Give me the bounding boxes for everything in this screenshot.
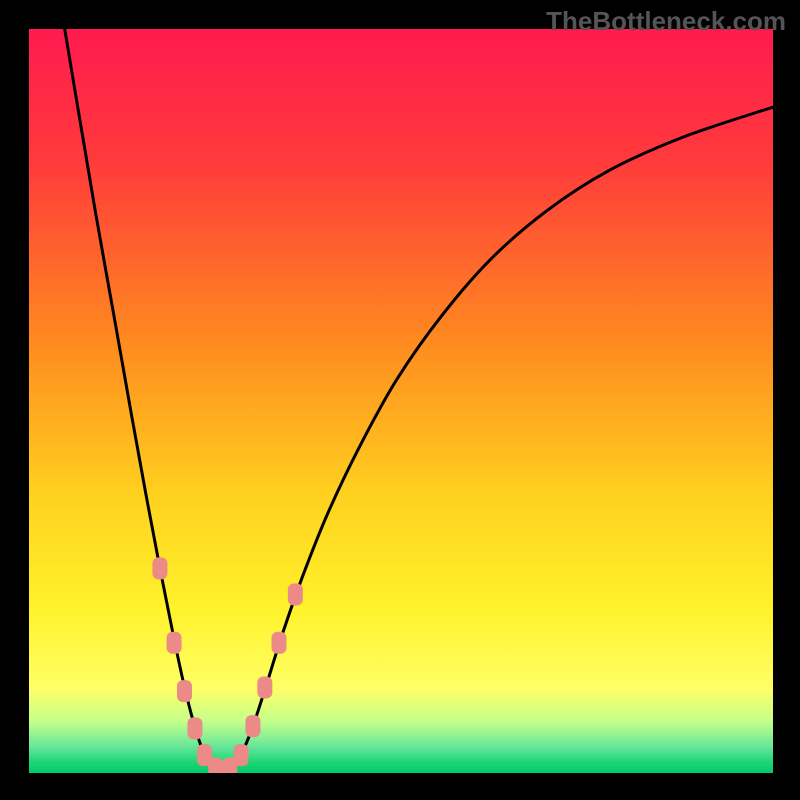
chart-plot-area [29,29,773,773]
curve-marker [288,583,303,605]
chart-background [29,29,773,773]
curve-marker [177,680,192,702]
curve-marker [208,758,223,773]
chart-svg [29,29,773,773]
curve-marker [167,632,182,654]
curve-marker [245,715,260,737]
curve-marker [187,717,202,739]
curve-marker [271,632,286,654]
watermark-label: TheBottleneck.com [546,6,786,37]
curve-marker [234,744,249,766]
curve-marker [257,676,272,698]
curve-marker [152,557,167,579]
